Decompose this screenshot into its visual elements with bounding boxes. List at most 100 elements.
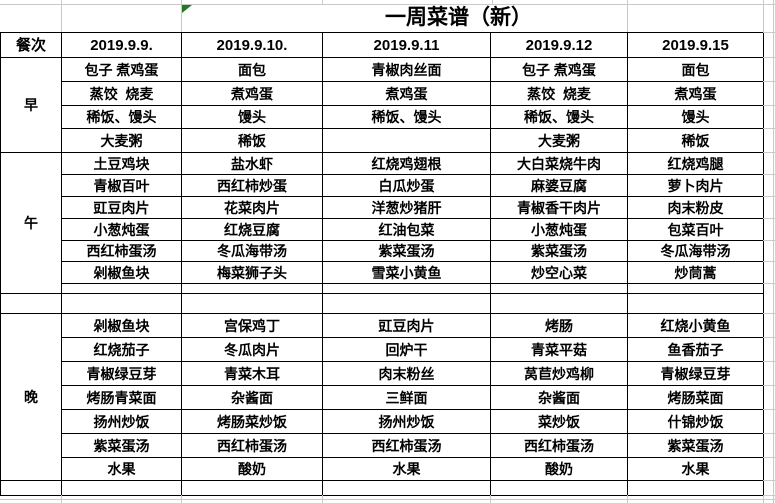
header-date-5[interactable]: 2019.9.15 (627, 32, 764, 58)
menu-cell[interactable]: 酸奶 (181, 457, 323, 481)
menu-cell[interactable]: 酸奶 (490, 457, 628, 481)
menu-cell[interactable]: 煮鸡蛋 (322, 81, 491, 106)
menu-cell[interactable]: 红烧茄子 (61, 337, 182, 362)
header-date-2[interactable]: 2019.9.10. (181, 32, 323, 58)
menu-cell[interactable]: 面包 (181, 57, 323, 82)
mealtime-label-1[interactable]: 午 (0, 152, 62, 294)
header-date-4[interactable]: 2019.9.12 (490, 32, 628, 58)
menu-cell[interactable]: 小葱炖蛋 (490, 218, 628, 241)
empty-cell[interactable] (490, 480, 628, 496)
sheet-title-cell[interactable]: 一周菜谱（新） (385, 6, 532, 29)
menu-cell[interactable]: 红烧鸡翅根 (322, 152, 491, 175)
menu-cell[interactable]: 冬瓜肉片 (181, 337, 323, 362)
menu-cell[interactable]: 煮鸡蛋 (181, 81, 323, 106)
header-date-1[interactable]: 2019.9.9. (61, 32, 182, 58)
empty-cell[interactable] (181, 480, 323, 496)
menu-cell[interactable]: 大白菜烧牛肉 (490, 152, 628, 175)
empty-cell[interactable] (0, 480, 62, 496)
menu-cell[interactable]: 馒头 (627, 105, 764, 129)
menu-cell[interactable]: 雪菜小黄鱼 (322, 261, 491, 284)
empty-cell[interactable] (61, 293, 182, 314)
menu-cell[interactable]: 西红柿炒蛋 (181, 174, 323, 197)
menu-cell[interactable]: 水果 (627, 457, 764, 481)
menu-cell[interactable]: 紫菜蛋汤 (61, 433, 182, 458)
menu-cell[interactable]: 盐水虾 (181, 152, 323, 175)
menu-cell[interactable]: 青椒百叶 (61, 174, 182, 197)
menu-cell[interactable]: 蒸饺 烧麦 (490, 81, 628, 106)
header-date-3[interactable]: 2019.9.11 (322, 32, 491, 58)
menu-cell[interactable]: 蒸饺 烧麦 (61, 81, 182, 106)
menu-cell[interactable]: 水果 (61, 457, 182, 481)
menu-cell[interactable]: 红烧小黄鱼 (627, 313, 764, 338)
empty-cell[interactable] (627, 283, 764, 294)
menu-cell[interactable]: 小葱炖蛋 (61, 218, 182, 241)
menu-cell[interactable]: 三鲜面 (322, 385, 491, 410)
menu-cell[interactable]: 西红柿蛋汤 (61, 240, 182, 262)
menu-cell[interactable]: 包子 煮鸡蛋 (490, 57, 628, 82)
menu-cell[interactable]: 宫保鸡丁 (181, 313, 323, 338)
menu-cell[interactable]: 青菜木耳 (181, 361, 323, 386)
menu-cell[interactable]: 剁椒鱼块 (61, 261, 182, 284)
menu-cell[interactable]: 回炉干 (322, 337, 491, 362)
menu-cell[interactable]: 什锦炒饭 (627, 409, 764, 434)
menu-cell[interactable]: 烤肠菜炒饭 (181, 409, 323, 434)
menu-cell[interactable]: 烤肠菜面 (627, 385, 764, 410)
menu-cell[interactable]: 烤肠青菜面 (61, 385, 182, 410)
empty-cell[interactable] (181, 283, 323, 294)
menu-cell[interactable]: 水果 (322, 457, 491, 481)
menu-cell[interactable]: 萝卜肉片 (627, 174, 764, 197)
menu-cell[interactable]: 杂酱面 (181, 385, 323, 410)
menu-cell[interactable]: 稀饭、馒头 (61, 105, 182, 129)
menu-cell[interactable]: 莴苣炒鸡柳 (490, 361, 628, 386)
menu-cell[interactable]: 洋葱炒猪肝 (322, 196, 491, 219)
menu-cell[interactable]: 红油包菜 (322, 218, 491, 241)
empty-cell[interactable] (627, 293, 764, 314)
menu-cell[interactable]: 馒头 (181, 105, 323, 129)
menu-cell[interactable]: 包子 煮鸡蛋 (61, 57, 182, 82)
menu-cell[interactable]: 西红柿蛋汤 (322, 433, 491, 458)
menu-cell[interactable]: 豇豆肉片 (322, 313, 491, 338)
empty-cell[interactable] (322, 293, 491, 314)
empty-cell[interactable] (322, 283, 491, 294)
menu-cell[interactable]: 西红柿蛋汤 (181, 433, 323, 458)
menu-cell[interactable]: 青椒绿豆芽 (61, 361, 182, 386)
menu-cell[interactable]: 青椒肉丝面 (322, 57, 491, 82)
menu-cell[interactable]: 稀饭、馒头 (322, 105, 491, 129)
mealtime-label-2[interactable]: 晚 (0, 313, 62, 481)
empty-cell[interactable] (0, 293, 62, 314)
menu-cell[interactable]: 肉末粉皮 (627, 196, 764, 219)
mealtime-label-0[interactable]: 早 (0, 57, 62, 153)
menu-cell[interactable]: 青椒香干肉片 (490, 196, 628, 219)
menu-cell[interactable]: 土豆鸡块 (61, 152, 182, 175)
menu-cell[interactable]: 大麦粥 (61, 128, 182, 153)
header-mealtime[interactable]: 餐次 (0, 32, 62, 58)
menu-cell[interactable]: 青菜平菇 (490, 337, 628, 362)
menu-cell[interactable]: 紫菜蛋汤 (322, 240, 491, 262)
menu-cell[interactable]: 梅菜狮子头 (181, 261, 323, 284)
menu-cell[interactable]: 稀饭 (181, 128, 323, 153)
menu-cell[interactable]: 青椒绿豆芽 (627, 361, 764, 386)
menu-cell[interactable]: 扬州炒饭 (322, 409, 491, 434)
menu-cell[interactable]: 扬州炒饭 (61, 409, 182, 434)
menu-cell[interactable]: 煮鸡蛋 (627, 81, 764, 106)
empty-cell[interactable] (181, 293, 323, 314)
menu-cell[interactable]: 红烧鸡腿 (627, 152, 764, 175)
menu-cell[interactable]: 紫菜蛋汤 (627, 433, 764, 458)
menu-cell[interactable]: 杂酱面 (490, 385, 628, 410)
empty-cell[interactable] (61, 480, 182, 496)
menu-cell[interactable]: 西红柿蛋汤 (490, 433, 628, 458)
menu-cell[interactable]: 包菜百叶 (627, 218, 764, 241)
menu-cell[interactable]: 稀饭 (627, 128, 764, 153)
menu-cell[interactable]: 冬瓜海带汤 (627, 240, 764, 262)
empty-cell[interactable] (61, 283, 182, 294)
menu-cell[interactable]: 紫菜蛋汤 (490, 240, 628, 262)
menu-cell[interactable]: 稀饭、馒头 (490, 105, 628, 129)
menu-cell[interactable]: 剁椒鱼块 (61, 313, 182, 338)
menu-cell[interactable] (322, 128, 491, 153)
menu-cell[interactable]: 花菜肉片 (181, 196, 323, 219)
menu-cell[interactable]: 炒空心菜 (490, 261, 628, 284)
menu-cell[interactable]: 鱼香茄子 (627, 337, 764, 362)
empty-cell[interactable] (627, 480, 764, 496)
menu-cell[interactable]: 炒茼蒿 (627, 261, 764, 284)
menu-cell[interactable]: 菜炒饭 (490, 409, 628, 434)
